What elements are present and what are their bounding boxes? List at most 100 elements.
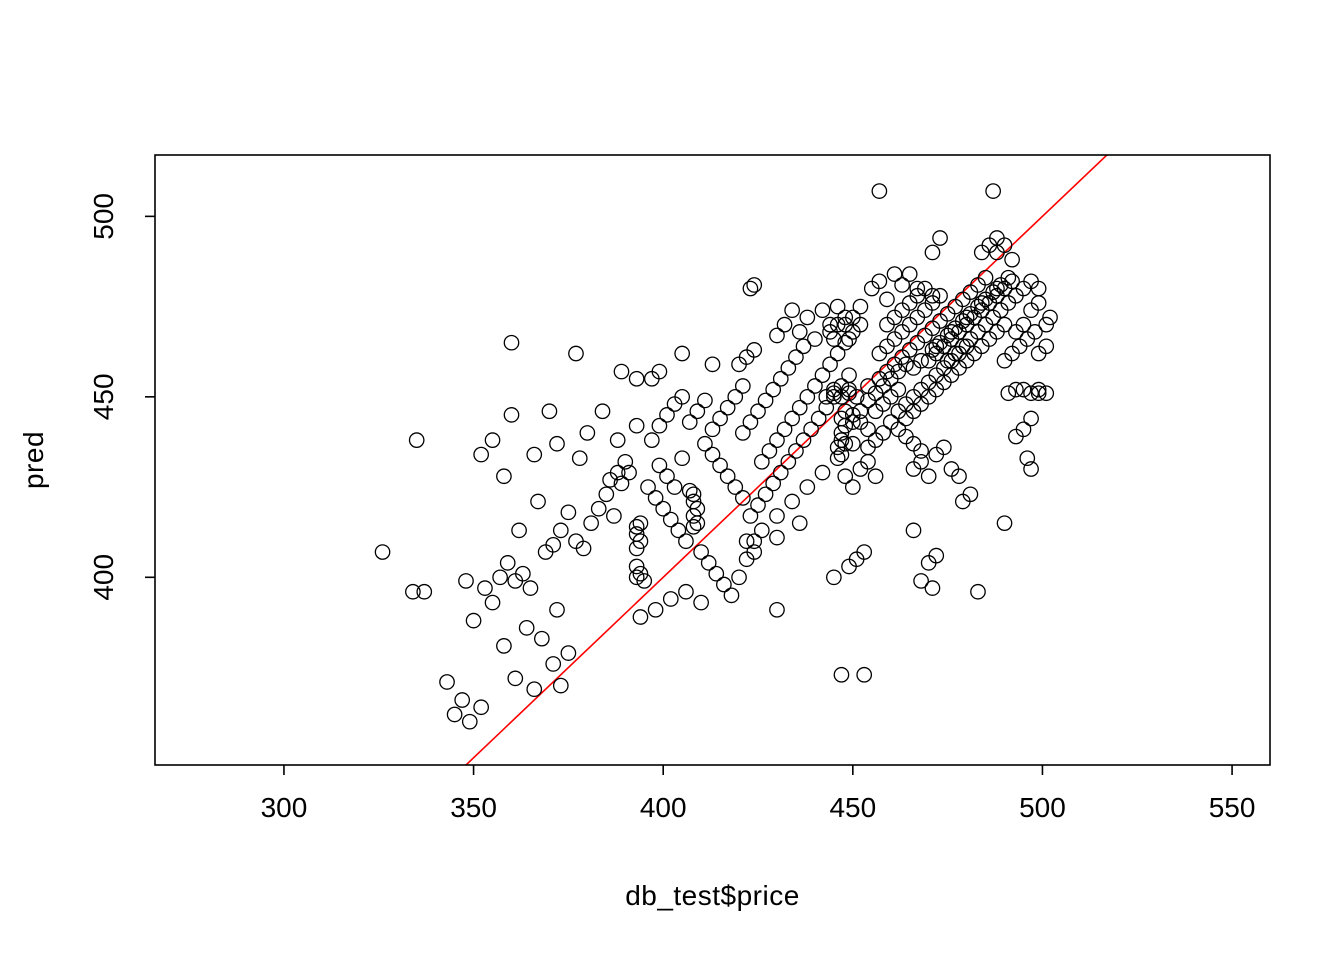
data-point [826, 569, 842, 586]
data-point [693, 594, 709, 611]
data-point [416, 583, 433, 600]
data-point [632, 609, 649, 625]
data-point [685, 486, 702, 503]
data-point [628, 540, 645, 557]
data-point [579, 425, 596, 441]
data-point [734, 378, 751, 394]
data-point [526, 681, 543, 698]
data-point [795, 432, 812, 448]
data-point [484, 432, 501, 448]
data-point [746, 277, 763, 293]
data-point [841, 367, 857, 384]
data-point [678, 583, 694, 600]
data-point [712, 410, 728, 427]
data-point [772, 464, 789, 481]
data-point [799, 479, 816, 495]
data-point [829, 298, 846, 315]
data-point [1004, 273, 1020, 290]
data-point [761, 443, 778, 459]
data-point [913, 443, 929, 459]
data-point [530, 493, 546, 510]
data-point [769, 327, 785, 344]
data-point [643, 432, 660, 448]
data-point [662, 511, 679, 528]
data-point [753, 522, 770, 539]
data-point [750, 403, 766, 420]
data-point [977, 269, 994, 286]
data-point [856, 544, 873, 560]
data-point [685, 518, 702, 535]
data-point [632, 533, 649, 550]
data-point [844, 407, 861, 423]
data-point [913, 352, 929, 369]
data-point [518, 619, 535, 636]
data-point [810, 410, 827, 427]
data-point [1038, 316, 1055, 333]
data-point [484, 594, 501, 611]
data-point [632, 515, 649, 532]
data-point [666, 479, 683, 495]
data-point [674, 345, 691, 362]
data-point [844, 479, 861, 495]
data-point [511, 522, 527, 539]
x-tick-label: 450 [829, 792, 876, 823]
data-point [628, 370, 645, 387]
data-point [807, 378, 823, 394]
data-point [473, 699, 490, 716]
data-point [852, 316, 869, 333]
data-point [545, 536, 562, 553]
data-point [1038, 385, 1055, 402]
data-point [765, 475, 782, 492]
data-point [818, 399, 835, 416]
data-point [867, 403, 884, 420]
data-point [651, 417, 668, 434]
data-point [788, 349, 804, 365]
data-point [533, 630, 550, 647]
data-point [920, 468, 937, 485]
data-point [985, 183, 1001, 199]
data-point [928, 547, 945, 564]
data-point [788, 443, 804, 459]
data-point [1015, 421, 1032, 438]
data-point [746, 342, 763, 358]
data-point [886, 266, 903, 282]
data-point [700, 555, 717, 571]
data-point [727, 479, 744, 495]
data-point [917, 280, 933, 297]
data-point [446, 706, 463, 723]
data-point [473, 446, 490, 463]
data-point [973, 295, 990, 311]
data-point [405, 583, 421, 600]
data-point [636, 573, 653, 589]
data-point [613, 363, 630, 380]
data-point [1000, 269, 1017, 286]
data-point [780, 360, 797, 376]
data-point [746, 533, 763, 550]
data-point [571, 450, 588, 467]
data-point [606, 508, 622, 524]
data-point [791, 324, 808, 340]
data-point [894, 277, 910, 293]
data-point [541, 403, 558, 420]
data-point [549, 435, 565, 452]
data-point [594, 403, 611, 420]
data-point [769, 529, 785, 546]
data-point [879, 291, 895, 308]
data-point [822, 356, 838, 373]
data-point [496, 638, 512, 654]
data-point [1030, 385, 1047, 402]
data-point [1000, 385, 1017, 402]
data-point [659, 407, 675, 423]
data-point [477, 580, 493, 596]
data-point [753, 453, 770, 470]
data-point [583, 515, 599, 532]
data-point [928, 338, 945, 355]
data-point [617, 453, 634, 470]
data-point [685, 508, 702, 524]
data-point [454, 692, 471, 708]
data-point [1023, 385, 1039, 402]
data-point [674, 388, 691, 405]
data-point [833, 666, 850, 683]
data-point [769, 601, 785, 618]
